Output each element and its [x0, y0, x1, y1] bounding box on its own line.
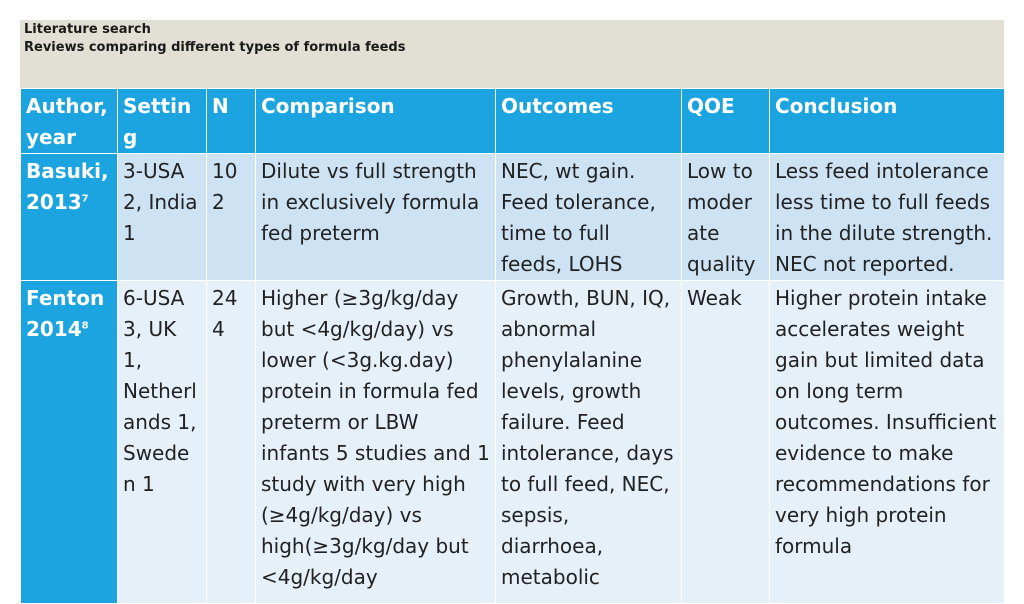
table-row: Fenton 20148 6-USA 3, UK 1, Netherlands … — [20, 280, 1005, 604]
col-header-author-year: Author, year — [20, 88, 118, 154]
cell-conclusion: Higher protein intake accelerates weight… — [769, 280, 1005, 604]
col-header-outcomes: Outcomes — [495, 88, 682, 154]
col-header-comparison: Comparison — [255, 88, 496, 154]
cell-author-year: Fenton 20148 — [20, 280, 118, 604]
col-header-conclusion: Conclusion — [769, 88, 1005, 154]
author-name: Fenton 2014 — [26, 286, 105, 341]
reference-number: 8 — [81, 320, 89, 332]
cell-comparison: Dilute vs full strength in exclusively f… — [255, 153, 496, 281]
slide-title: Literature search — [24, 22, 151, 37]
table-row: Basuki, 20137 3-USA 2, India 1 102 Dilut… — [20, 153, 1005, 281]
cell-outcomes: NEC, wt gain. Feed tolerance, time to fu… — [495, 153, 682, 281]
col-header-n: N — [206, 88, 256, 154]
cell-n: 244 — [206, 280, 256, 604]
slide-header: Literature search Reviews comparing diff… — [20, 20, 1004, 88]
cell-setting: 3-USA 2, India 1 — [117, 153, 207, 281]
col-header-qoe: QOE — [681, 88, 770, 154]
cell-setting: 6-USA 3, UK 1, Netherlands 1, Sweden 1 — [117, 280, 207, 604]
cell-qoe: Weak — [681, 280, 770, 604]
table-header-row: Author, year Setting N Comparison Outcom… — [20, 88, 1005, 154]
reviews-table-container: Author, year Setting N Comparison Outcom… — [20, 88, 1005, 604]
cell-qoe: Low to moderate quality — [681, 153, 770, 281]
reviews-table: Author, year Setting N Comparison Outcom… — [20, 88, 1005, 604]
col-header-setting: Setting — [117, 88, 207, 154]
cell-author-year: Basuki, 20137 — [20, 153, 118, 281]
cell-n: 102 — [206, 153, 256, 281]
cell-outcomes: Growth, BUN, IQ, abnormal phenylalanine … — [495, 280, 682, 604]
slide-subtitle: Reviews comparing different types of for… — [24, 40, 406, 55]
reference-number: 7 — [81, 193, 89, 205]
cell-conclusion: Less feed intolerance less time to full … — [769, 153, 1005, 281]
cell-comparison: Higher (≥3g/kg/day but <4g/kg/day) vs lo… — [255, 280, 496, 604]
author-name: Basuki, 2013 — [26, 159, 109, 214]
